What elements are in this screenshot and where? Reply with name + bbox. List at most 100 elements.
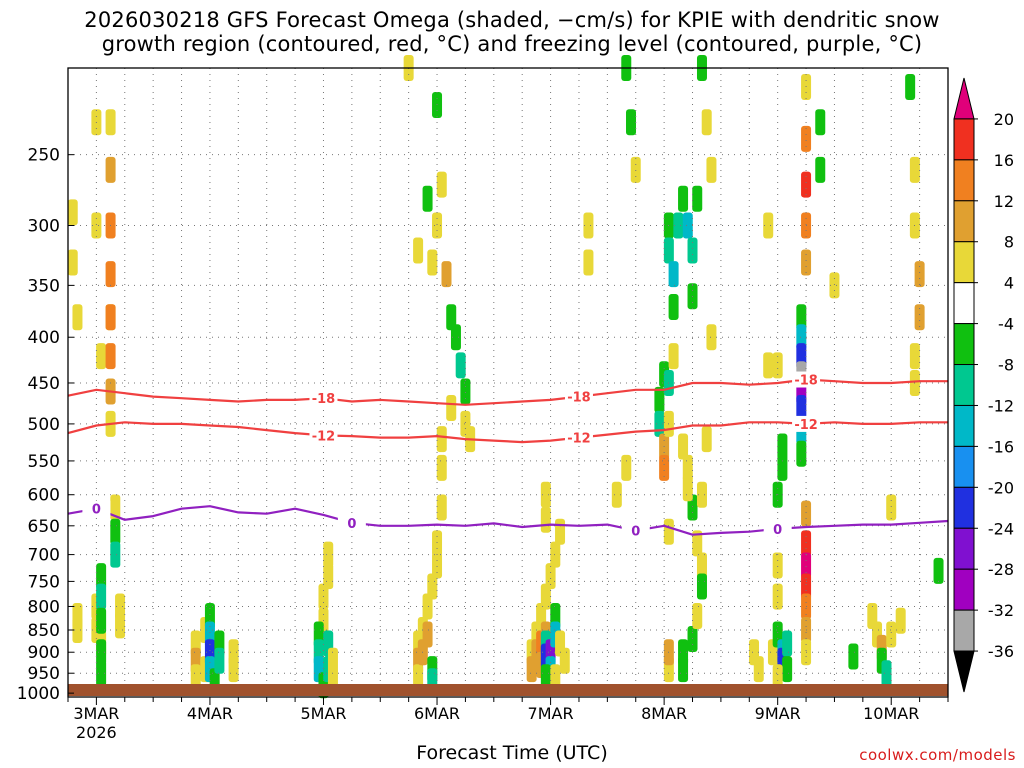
omega-cell bbox=[327, 647, 338, 674]
colorbar-bin bbox=[953, 241, 975, 284]
x-tick-label: 9MAR bbox=[755, 704, 801, 723]
omega-cell bbox=[909, 343, 920, 370]
omega-cell bbox=[687, 237, 698, 264]
y-tick-label: 250 bbox=[28, 146, 60, 166]
y-axis: 2503003504004505005506006507007508008509… bbox=[17, 146, 74, 704]
omega-cell bbox=[815, 156, 826, 183]
x-tick-label: 10MAR bbox=[863, 704, 919, 723]
y-tick-label: 950 bbox=[28, 664, 60, 684]
colorbar-label: 8 bbox=[1004, 233, 1014, 252]
colorbar-bin bbox=[953, 404, 975, 447]
omega-cell bbox=[895, 607, 906, 634]
contour-label: -12 bbox=[312, 429, 336, 444]
omega-cell bbox=[777, 454, 788, 481]
omega-cell bbox=[545, 563, 556, 590]
omega-cell bbox=[801, 573, 812, 600]
omega-cell bbox=[692, 185, 703, 212]
omega-cell bbox=[427, 249, 438, 276]
omega-cell bbox=[540, 506, 551, 533]
y-tick-label: 800 bbox=[28, 597, 60, 617]
omega-cell bbox=[706, 324, 717, 351]
colorbar-label: -32 bbox=[988, 601, 1014, 620]
omega-cell bbox=[540, 664, 551, 691]
omega-cell bbox=[626, 109, 637, 136]
contour-label-bg bbox=[337, 514, 366, 531]
omega-cell bbox=[214, 647, 225, 674]
omega-cell bbox=[455, 352, 466, 379]
contour-label: 0 bbox=[631, 525, 640, 540]
omega-cell bbox=[96, 583, 107, 610]
omega-cell bbox=[422, 593, 433, 620]
y-tick-label: 300 bbox=[28, 216, 60, 236]
omega-cell bbox=[696, 573, 707, 600]
colorbar-bin bbox=[953, 200, 975, 243]
omega-shading-layer bbox=[67, 55, 944, 699]
colorbar-bin bbox=[953, 568, 975, 611]
omega-cell bbox=[692, 603, 703, 630]
omega-cell bbox=[96, 607, 107, 634]
x-tick-label: 8MAR bbox=[641, 704, 687, 723]
x-tick-label: 7MAR bbox=[528, 704, 574, 723]
y-tick-label: 500 bbox=[28, 415, 60, 435]
omega-cell bbox=[115, 612, 126, 639]
omega-cell bbox=[796, 304, 807, 331]
contour-label-bg bbox=[792, 415, 821, 432]
y-tick-label: 1000 bbox=[17, 684, 60, 704]
omega-cell bbox=[441, 261, 452, 288]
omega-cell bbox=[432, 530, 443, 557]
x-tick-label: 3MAR bbox=[73, 704, 119, 723]
omega-cell bbox=[682, 454, 693, 481]
omega-cell bbox=[772, 664, 783, 691]
omega-cell bbox=[436, 494, 447, 521]
omega-cell bbox=[777, 433, 788, 460]
x-axis-title: Forecast Time (UTC) bbox=[416, 742, 608, 764]
omega-cell bbox=[678, 639, 689, 666]
colorbar-label: 12 bbox=[994, 192, 1014, 211]
omega-cell bbox=[413, 237, 424, 264]
omega-cell bbox=[668, 261, 679, 288]
colorbar-bin bbox=[953, 364, 975, 406]
omega-cell bbox=[228, 656, 239, 683]
omega-cell bbox=[91, 212, 102, 239]
omega-cell bbox=[933, 557, 944, 584]
y-tick-label: 550 bbox=[28, 452, 60, 472]
omega-cell bbox=[550, 541, 561, 568]
omega-cell bbox=[427, 573, 438, 600]
contour-label-bg bbox=[763, 520, 792, 537]
x-tick-label: 4MAR bbox=[187, 704, 233, 723]
omega-cell bbox=[801, 530, 812, 557]
omega-cell bbox=[413, 664, 424, 691]
omega-cell bbox=[72, 617, 83, 644]
omega-cell bbox=[848, 643, 859, 670]
omega-cell bbox=[621, 454, 632, 481]
colorbar-bin bbox=[953, 118, 975, 161]
omega-cell bbox=[668, 343, 679, 370]
omega-cell bbox=[815, 109, 826, 136]
contour-label: -12 bbox=[567, 432, 591, 447]
y-tick-label: 400 bbox=[28, 328, 60, 348]
omega-cell bbox=[682, 475, 693, 502]
omega-cell bbox=[909, 156, 920, 183]
omega-cell bbox=[436, 454, 447, 481]
omega-cell bbox=[659, 454, 670, 481]
colorbar-label: -20 bbox=[988, 478, 1014, 497]
chart-title-line-2: growth region (contoured, red, °C) and f… bbox=[101, 32, 923, 56]
colorbar-bottom-arrow bbox=[953, 650, 975, 693]
colorbar: 20 16 12 8 4 -4 -8 -12 -16 -20 -24 -28 -32 -36 bbox=[953, 77, 1014, 693]
x-year-label: 2026 bbox=[76, 723, 117, 742]
omega-cell bbox=[696, 552, 707, 579]
credit-link[interactable]: coolwx.com/models bbox=[859, 746, 1016, 764]
omega-cell bbox=[611, 481, 622, 508]
colorbar-bin bbox=[953, 323, 975, 366]
colorbar-top-arrow bbox=[953, 77, 975, 120]
colorbar-label: -28 bbox=[988, 560, 1014, 579]
omega-cell bbox=[881, 660, 892, 687]
omega-cell bbox=[682, 212, 693, 239]
omega-cell bbox=[663, 237, 674, 264]
omega-cell bbox=[323, 563, 334, 590]
omega-cell bbox=[540, 481, 551, 508]
contour-label-bg bbox=[309, 427, 338, 444]
omega-cell bbox=[782, 656, 793, 683]
omega-cell bbox=[105, 156, 116, 183]
